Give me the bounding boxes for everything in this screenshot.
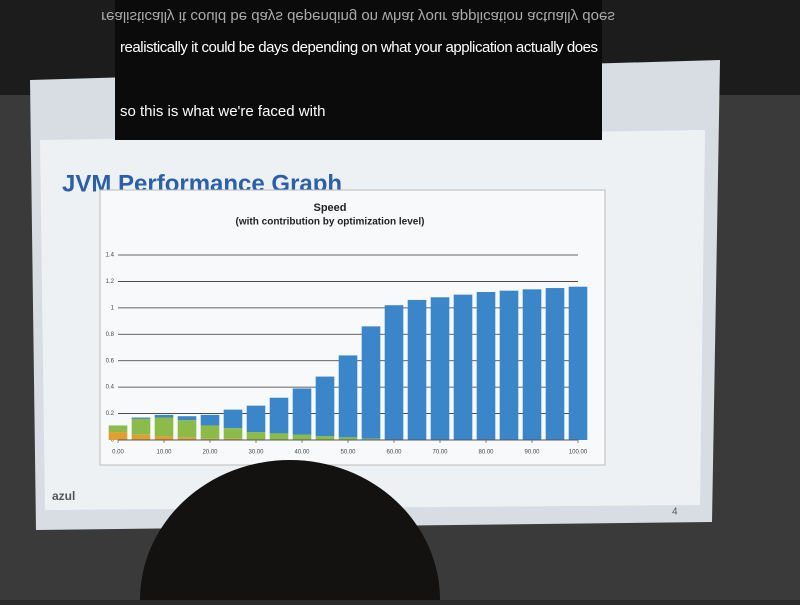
y-tick-label: 0.4 (106, 385, 115, 391)
x-tick-label: 80.00 (478, 450, 494, 456)
bar-segment (269, 433, 289, 440)
y-tick-label: 1.4 (106, 253, 115, 259)
bar-segment (177, 416, 197, 421)
bar-segment (246, 405, 266, 433)
x-tick-label: 40.00 (294, 450, 310, 456)
logo: azul (52, 489, 75, 503)
bar-segment (154, 436, 174, 440)
bar-segment (154, 414, 174, 418)
chart-subtitle: (with contribution by optimization level… (236, 217, 425, 228)
caption-box (115, 0, 602, 140)
bar-segment (223, 409, 243, 429)
y-tick-label: 0.2 (106, 411, 115, 417)
y-tick-label: 1.2 (106, 279, 115, 285)
bar-segment (315, 436, 335, 440)
bar-segment (269, 397, 289, 434)
bar-segment (131, 417, 151, 419)
bar-segment (384, 305, 404, 440)
bar-segment (177, 437, 197, 440)
bar-segment (430, 297, 450, 440)
x-tick-label: 10.00 (156, 450, 172, 456)
bar-segment (499, 290, 519, 440)
bar-segment (292, 388, 312, 435)
x-tick-label: 50.00 (340, 450, 356, 456)
bar-segment (361, 326, 381, 439)
bar-segment (315, 376, 335, 437)
caption: so this is what we're faced with (120, 103, 325, 120)
x-tick-label: 20.00 (202, 450, 218, 456)
chart-title: Speed (313, 202, 346, 214)
bar-segment (522, 289, 542, 440)
bar-segment (292, 434, 312, 440)
bar-segment (476, 292, 496, 440)
bar-segment (200, 425, 220, 439)
page-number: 4 (672, 507, 678, 518)
bar-segment (361, 438, 381, 440)
bar-segment (131, 434, 151, 440)
x-tick-label: 100.00 (569, 450, 588, 456)
bar-segment (108, 432, 128, 440)
plot: 0 0.2 0.4 0.6 0.8 1 1.2 1.4 0.00 10.00 20.00 30.00 4… (106, 253, 588, 456)
bar-segment (545, 288, 565, 440)
bar-segment (223, 438, 243, 440)
y-tick-label: 1 (111, 305, 115, 311)
x-tick-label: 0.00 (112, 450, 124, 456)
caption-reflection: realistically it could be days depending… (101, 8, 615, 25)
bar-segment (200, 414, 220, 426)
audience-head (140, 460, 440, 605)
x-tick-label: 90.00 (524, 450, 540, 456)
bar-segment (338, 355, 358, 438)
bar-segment (154, 417, 174, 437)
bar-segment (200, 438, 220, 440)
y-tick-label: 0.6 (106, 358, 115, 364)
bar-segment (108, 425, 128, 433)
bar-segment (246, 432, 266, 440)
bar-segment (453, 294, 473, 440)
bar-segment (568, 286, 588, 440)
x-tick-label: 30.00 (248, 450, 264, 456)
y-tick-label: 0.8 (106, 332, 115, 338)
bar-segment (223, 428, 243, 439)
bar-segment (407, 299, 427, 440)
caption: realistically it could be days depending… (120, 39, 598, 56)
bar-segment (131, 418, 151, 435)
bar-segment (338, 437, 358, 440)
y-tick-label: 0 (111, 438, 115, 444)
bar-segment (177, 420, 197, 438)
x-tick-label: 60.00 (386, 450, 402, 456)
x-tick-label: 70.00 (432, 450, 448, 456)
